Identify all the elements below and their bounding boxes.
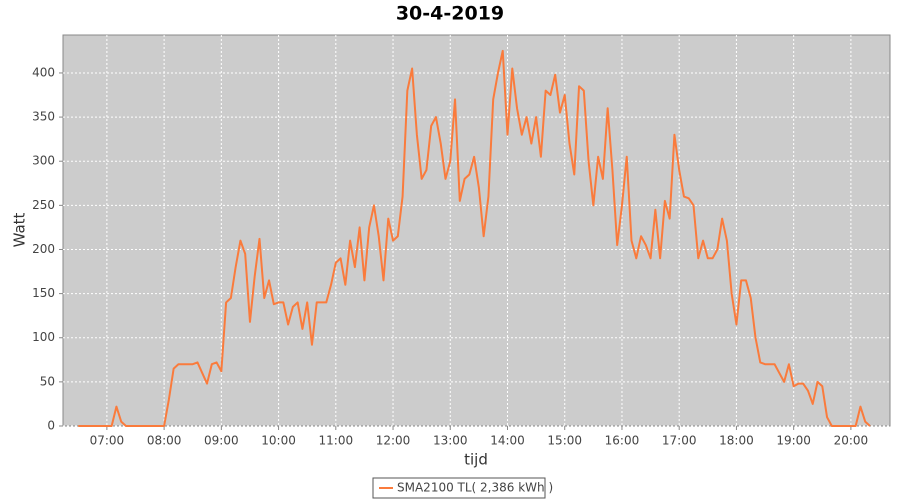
- y-tick-label: 50: [40, 374, 55, 388]
- x-tick-label: 19:00: [776, 434, 811, 448]
- y-axis-label: Watt: [11, 212, 29, 247]
- x-tick-label: 12:00: [376, 434, 411, 448]
- x-tick-label: 16:00: [605, 434, 640, 448]
- chart-title: 30-4-2019: [396, 3, 504, 25]
- y-tick-label: 300: [32, 154, 55, 168]
- y-tick-label: 350: [32, 110, 55, 124]
- x-tick-label: 11:00: [319, 434, 354, 448]
- y-tick-label: 100: [32, 330, 55, 344]
- x-tick-label: 10:00: [261, 434, 296, 448]
- y-tick-label: 400: [32, 65, 55, 79]
- x-tick-label: 14:00: [490, 434, 525, 448]
- legend-box: [372, 477, 546, 499]
- series-line: [78, 49, 871, 427]
- x-tick-label: 07:00: [90, 434, 125, 448]
- y-tick-label: 200: [32, 242, 55, 256]
- y-tick-label: 250: [32, 198, 55, 212]
- x-tick-label: 09:00: [204, 434, 239, 448]
- plot-area: [62, 34, 891, 427]
- x-tick-label: 20:00: [834, 434, 869, 448]
- x-tick-label: 13:00: [433, 434, 468, 448]
- y-tick-label: 0: [47, 419, 55, 433]
- x-tick-label: 18:00: [719, 434, 754, 448]
- x-tick-label: 17:00: [662, 434, 697, 448]
- x-tick-label: 08:00: [147, 434, 182, 448]
- y-tick-label: 150: [32, 286, 55, 300]
- x-axis-label: tijd: [464, 451, 488, 469]
- x-tick-label: 15:00: [547, 434, 582, 448]
- legend-label: SMA2100 TL( 2,386 kWh ): [397, 481, 553, 495]
